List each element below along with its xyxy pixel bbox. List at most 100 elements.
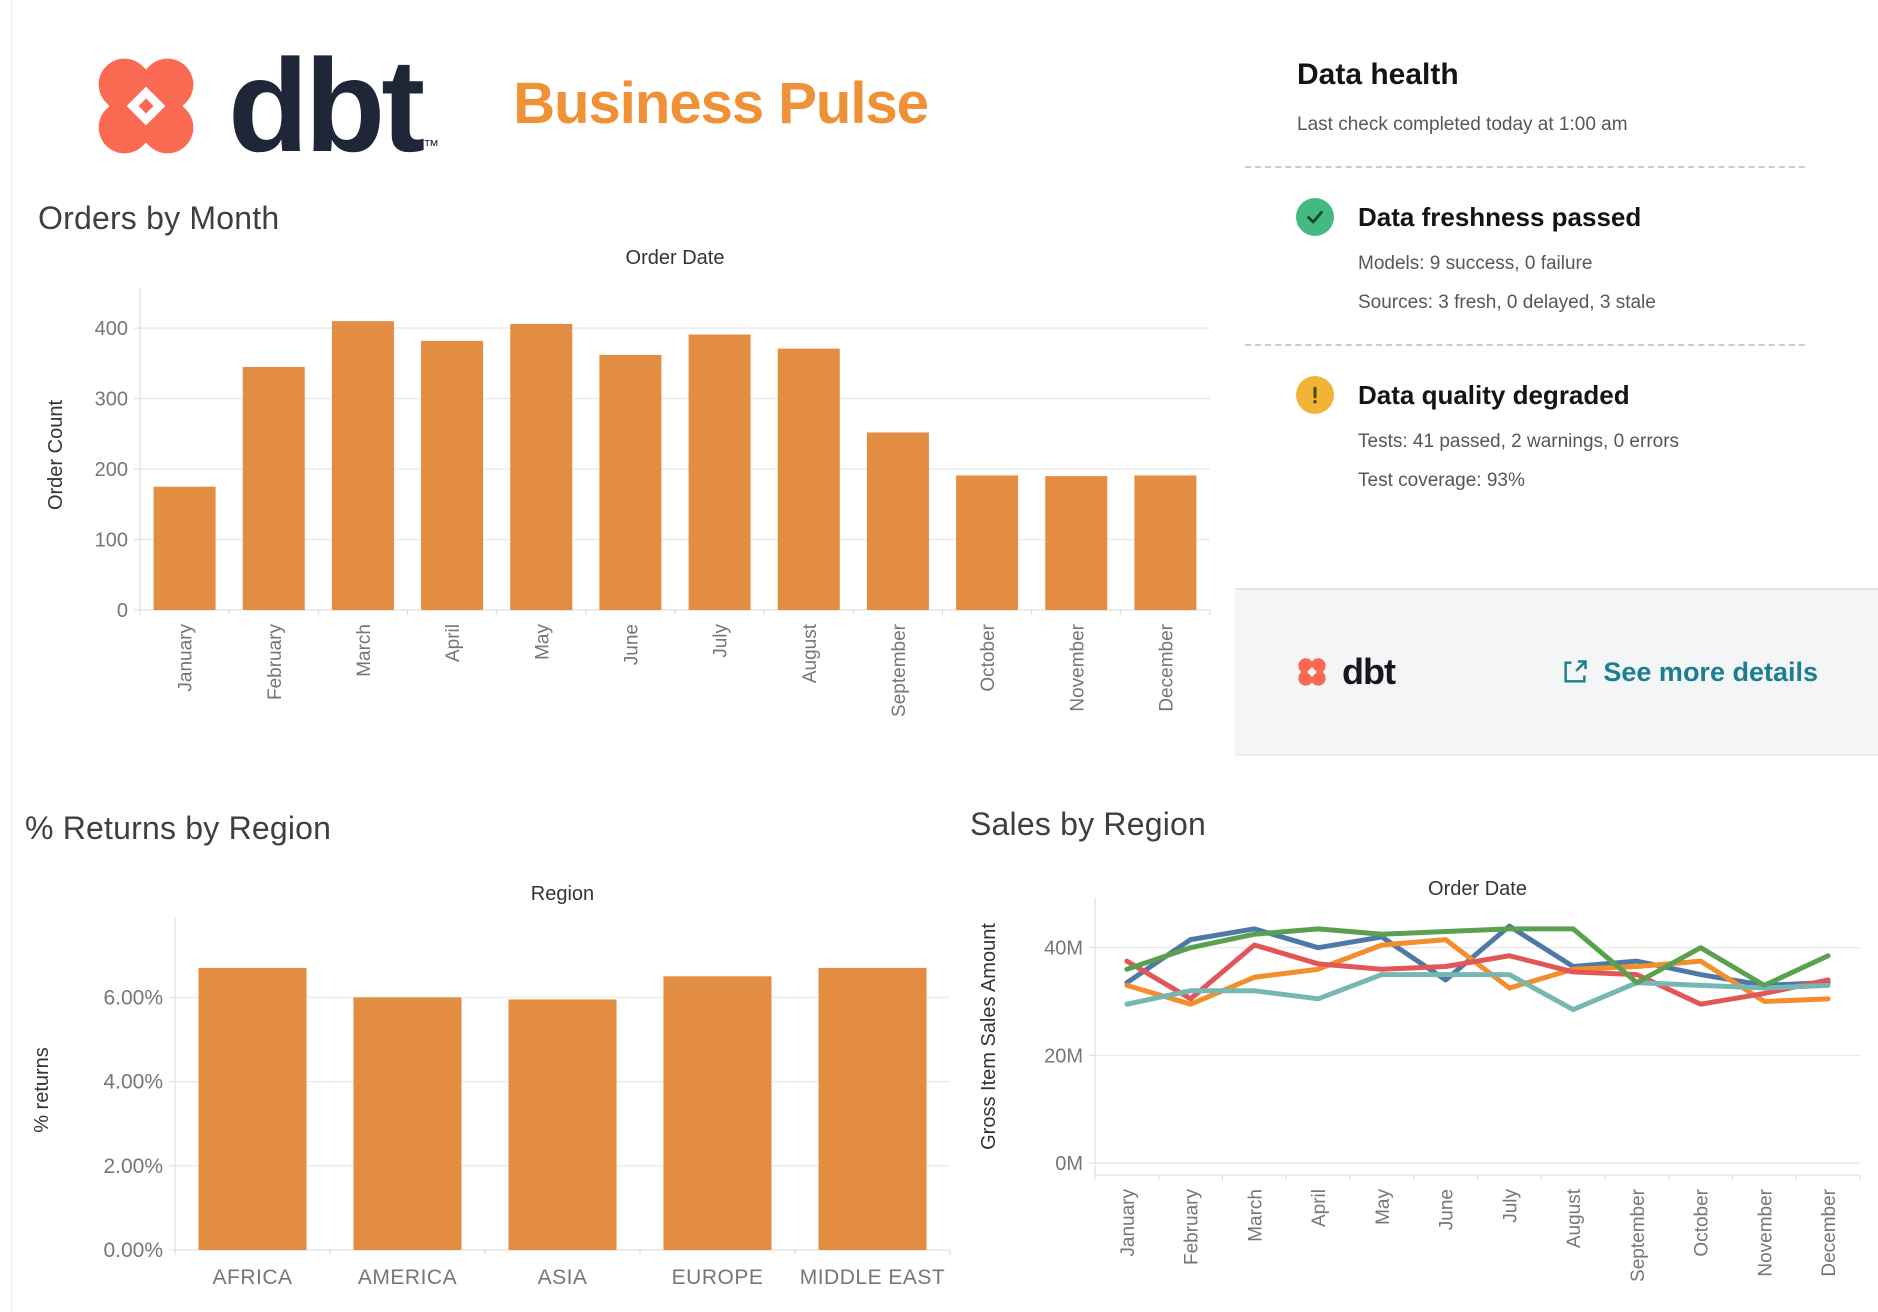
models-status: Models: 9 success, 0 failure [1358, 253, 1593, 274]
orders-by-month-chart[interactable]: Order Date 0 100 200 300 400 Order Count Januar… [20, 240, 1230, 800]
last-check-text: Last check completed today at 1:00 am [1297, 114, 1628, 135]
bar-july[interactable] [688, 334, 751, 610]
svg-text:MIDDLE EAST: MIDDLE EAST [800, 1266, 946, 1289]
quality-status-item: Data quality degraded Tests: 41 passed, … [1296, 376, 1817, 492]
svg-text:November: November [1755, 1188, 1776, 1276]
line-series-america[interactable] [1124, 937, 1831, 1007]
svg-text:0M: 0M [1055, 1153, 1083, 1175]
bar-november[interactable] [1045, 476, 1108, 610]
sales-by-region-chart[interactable]: Order Date 0M 20M 40M Gross Item Sales Amoun… [965, 855, 1875, 1312]
svg-text:October: October [1692, 1188, 1713, 1256]
sales-by-region-title: Sales by Region [970, 806, 1207, 842]
trademark: ™ [423, 138, 439, 155]
svg-text:November: November [1067, 623, 1088, 711]
bar-september[interactable] [866, 432, 929, 610]
svg-text:June: June [621, 624, 642, 665]
svg-text:March: March [354, 624, 375, 677]
quality-title: Data quality degraded [1358, 380, 1630, 410]
line-series-europe[interactable] [1124, 972, 1831, 1013]
line-series-asia[interactable] [1124, 942, 1831, 1007]
coverage-status: Test coverage: 93% [1358, 470, 1525, 491]
svg-text:Gross Item Sales Amount: Gross Item Sales Amount [978, 923, 1000, 1150]
dbt-logo-icon [98, 58, 194, 154]
svg-text:ASIA: ASIA [538, 1266, 588, 1289]
divider [1245, 344, 1805, 346]
svg-text:February: February [265, 624, 286, 701]
svg-text:% returns: % returns [31, 1047, 53, 1133]
svg-text:September: September [1628, 1188, 1649, 1282]
footer-brand-wordmark: dbt [1342, 651, 1396, 692]
footer-brand: dbt [1290, 650, 1396, 694]
svg-text:August: August [1564, 1188, 1585, 1248]
dbt-logo-icon [1298, 658, 1326, 686]
svg-text:March: March [1245, 1189, 1266, 1242]
svg-text:200: 200 [95, 459, 128, 481]
svg-text:4.00%: 4.00% [103, 1071, 163, 1094]
data-health-footer: dbt See more details [1235, 588, 1878, 756]
bar-america[interactable] [353, 997, 462, 1250]
bar-europe[interactable] [663, 976, 772, 1250]
dashboard-left-border [11, 0, 12, 1312]
svg-text:100: 100 [95, 530, 128, 552]
data-health-title: Data health [1297, 58, 1459, 91]
warning-circle-icon [1296, 376, 1334, 414]
svg-text:July: July [1500, 1189, 1521, 1223]
line-series-africa[interactable] [1124, 923, 1831, 988]
svg-text:Order Count: Order Count [45, 400, 67, 510]
header: dbt ™ Business Pulse [70, 30, 929, 182]
bar-march[interactable] [331, 321, 394, 610]
bar-may[interactable] [510, 323, 573, 610]
svg-text:April: April [443, 624, 464, 662]
orders-by-month-title: Orders by Month [38, 200, 280, 236]
svg-text:January: January [1118, 1189, 1139, 1257]
bar-february[interactable] [242, 366, 305, 610]
bar-middle-east[interactable] [818, 967, 927, 1250]
bar-africa[interactable] [198, 967, 307, 1250]
svg-text:0.00%: 0.00% [103, 1239, 163, 1262]
svg-text:Order Date: Order Date [1428, 878, 1527, 900]
svg-text:6.00%: 6.00% [103, 986, 163, 1009]
svg-text:December: December [1156, 623, 1177, 711]
line-series-middle-east[interactable] [1124, 926, 1831, 988]
svg-text:AMERICA: AMERICA [358, 1266, 457, 1289]
page-title: Business Pulse [513, 70, 929, 136]
bar-april[interactable] [421, 340, 484, 610]
svg-text:20M: 20M [1044, 1045, 1083, 1067]
svg-text:AFRICA: AFRICA [212, 1266, 292, 1289]
check-circle-icon [1296, 198, 1334, 236]
svg-text:0: 0 [117, 600, 128, 622]
svg-text:2.00%: 2.00% [103, 1155, 163, 1178]
returns-by-region-title: % Returns by Region [25, 810, 332, 846]
brand-wordmark: dbt ™ [228, 32, 439, 179]
see-more-details-link[interactable]: See more details [1561, 657, 1818, 688]
svg-text:May: May [532, 624, 553, 660]
svg-text:August: August [800, 623, 821, 683]
returns-by-region-chart[interactable]: Region 0.00% 2.00% 4.00% 6.00% % returns AFRIC… [10, 860, 970, 1312]
bar-october[interactable] [956, 475, 1019, 610]
bar-asia[interactable] [508, 999, 617, 1250]
sources-status: Sources: 3 fresh, 0 delayed, 3 stale [1358, 292, 1656, 313]
freshness-title: Data freshness passed [1358, 202, 1642, 232]
svg-text:February: February [1182, 1189, 1203, 1266]
svg-text:June: June [1437, 1189, 1458, 1230]
svg-text:September: September [889, 623, 910, 717]
divider [1245, 166, 1805, 168]
svg-text:400: 400 [95, 318, 128, 340]
svg-text:EUROPE: EUROPE [672, 1266, 764, 1289]
external-link-icon [1564, 660, 1588, 683]
svg-text:October: October [978, 623, 999, 691]
svg-text:May: May [1373, 1189, 1394, 1225]
bar-august[interactable] [777, 348, 840, 610]
svg-text:Region: Region [531, 883, 594, 905]
tests-status: Tests: 41 passed, 2 warnings, 0 errors [1358, 431, 1680, 452]
data-health-panel: Data health Last check completed today a… [1245, 58, 1817, 492]
freshness-status-item: Data freshness passed Models: 9 success,… [1296, 198, 1817, 314]
svg-text:July: July [711, 624, 732, 658]
bar-january[interactable] [153, 486, 216, 610]
svg-text:40M: 40M [1044, 938, 1083, 960]
svg-text:December: December [1819, 1188, 1840, 1276]
bar-december[interactable] [1134, 475, 1197, 610]
bar-june[interactable] [599, 354, 662, 610]
svg-text:300: 300 [95, 389, 128, 411]
see-more-details-label: See more details [1603, 656, 1818, 687]
